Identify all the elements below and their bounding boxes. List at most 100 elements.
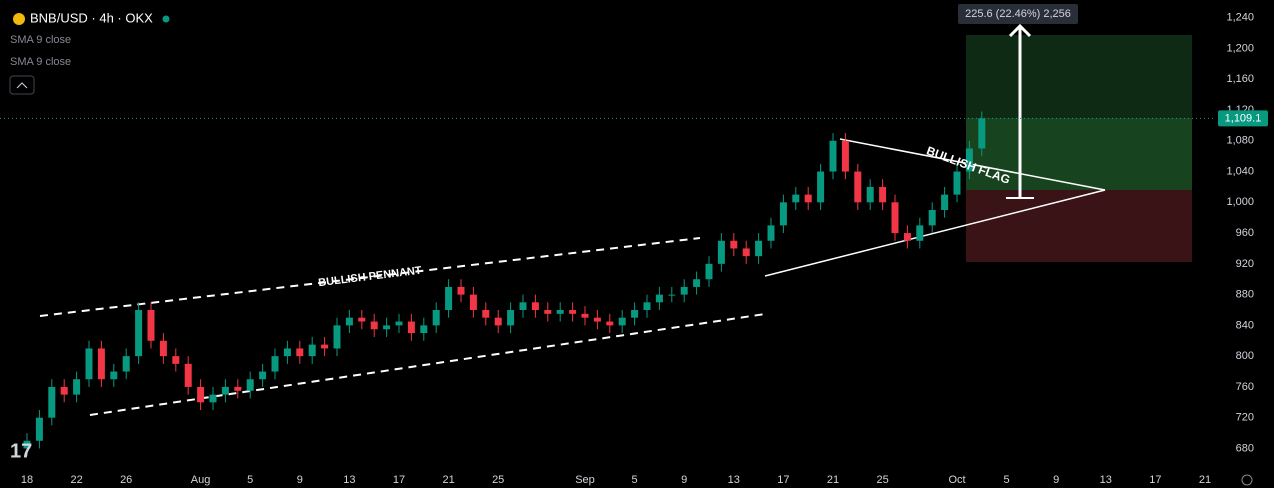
candle-body	[308, 344, 316, 357]
x-tick-label: 5	[1004, 474, 1010, 486]
candle-body	[420, 325, 428, 334]
y-tick-label: 960	[1236, 227, 1254, 239]
candle-body	[655, 294, 663, 303]
candle-body	[445, 286, 453, 310]
x-tick-label: 21	[827, 474, 839, 486]
candle-body	[804, 194, 812, 203]
candle-body	[23, 440, 31, 449]
indicator-label[interactable]: SMA 9 close	[10, 56, 71, 68]
candle-body	[122, 356, 130, 372]
candle-body	[953, 171, 961, 195]
y-tick-label: 840	[1236, 319, 1254, 331]
measure-arrowhead	[1008, 23, 1032, 38]
x-tick-label: 9	[681, 474, 687, 486]
candle-body	[668, 294, 676, 296]
symbol-icon	[13, 13, 25, 25]
collapse-icon	[16, 82, 28, 89]
candle-body	[432, 310, 440, 326]
candle-body	[519, 302, 527, 310]
candle-body	[606, 321, 614, 326]
candle-body	[544, 310, 552, 314]
candle-body	[879, 186, 887, 203]
x-tick-label: Sep	[575, 474, 595, 486]
candle-body	[891, 202, 899, 234]
candle-body	[792, 194, 800, 203]
candle-body	[271, 356, 279, 372]
candle-body	[246, 379, 254, 391]
candle-body	[618, 317, 626, 326]
last-price-label: 1,109.1	[1225, 112, 1262, 124]
x-tick-label: 9	[297, 474, 303, 486]
candle-body	[978, 118, 986, 149]
x-tick-label: 13	[728, 474, 740, 486]
x-tick-label: 25	[492, 474, 504, 486]
status-dot	[162, 15, 170, 23]
x-tick-label: 13	[343, 474, 355, 486]
candle-body	[73, 379, 81, 395]
candle-body	[135, 310, 143, 357]
candle-body	[916, 225, 924, 241]
candle-body	[333, 325, 341, 349]
candle-body	[903, 233, 911, 241]
pennant-upper	[39, 237, 701, 317]
candle-body	[779, 202, 787, 226]
candle-body	[395, 321, 403, 326]
candle-body	[941, 194, 949, 210]
x-tick-label: 17	[393, 474, 405, 486]
candle-body	[383, 325, 391, 330]
logo: 17	[10, 440, 32, 462]
x-tick-label: 18	[21, 474, 33, 486]
candle-body	[841, 140, 849, 172]
candle-body	[631, 310, 639, 318]
x-tick-label: 21	[442, 474, 454, 486]
y-tick-label: 920	[1236, 258, 1254, 270]
symbol-title[interactable]: BNB/USD · 4h · OKX	[30, 10, 153, 25]
candle-body	[680, 286, 688, 295]
candle-body	[507, 310, 515, 326]
x-tick-label: 22	[70, 474, 82, 486]
candle-body	[147, 310, 155, 341]
y-tick-label: 1,080	[1226, 135, 1254, 147]
plot	[23, 111, 986, 457]
candle-body	[221, 386, 229, 395]
collapse-button[interactable]	[9, 75, 35, 95]
candle-body	[593, 317, 601, 322]
candle-body	[581, 313, 589, 318]
candle-body	[531, 302, 539, 310]
candle-body	[693, 279, 701, 287]
y-tick-label: 720	[1236, 412, 1254, 424]
y-tick-label: 880	[1236, 289, 1254, 301]
x-tick-label: Aug	[191, 474, 211, 486]
candle-body	[407, 321, 415, 334]
y-tick-label: 1,200	[1226, 42, 1254, 54]
x-tick-label: 25	[876, 474, 888, 486]
y-tick-label: 1,240	[1226, 12, 1254, 24]
y-tick-label: 1,160	[1226, 73, 1254, 85]
target-progress	[966, 118, 1192, 190]
candle-body	[643, 302, 651, 310]
x-tick-label: 5	[247, 474, 253, 486]
x-tick-label: 5	[632, 474, 638, 486]
candle-body	[370, 321, 378, 330]
candle-body	[965, 148, 973, 172]
candle-body	[159, 340, 167, 357]
candle-body	[866, 186, 874, 203]
candle-body	[283, 348, 291, 357]
candle-body	[48, 386, 56, 418]
candle-body	[928, 210, 936, 226]
settings-icon[interactable]	[1241, 474, 1253, 486]
x-tick-label: 13	[1100, 474, 1112, 486]
candle-body	[556, 310, 564, 314]
candle-body	[197, 386, 205, 403]
indicator-label[interactable]: SMA 9 close	[10, 34, 71, 46]
candle-body	[60, 386, 68, 395]
candle-body	[184, 363, 192, 387]
candle-body	[97, 348, 105, 380]
candle-body	[817, 171, 825, 203]
candle-body	[358, 317, 366, 322]
candle-body	[829, 140, 837, 172]
candle-body	[854, 171, 862, 203]
y-tick-label: 800	[1236, 350, 1254, 362]
candle-body	[35, 417, 43, 441]
last-price-tag	[1218, 110, 1268, 127]
